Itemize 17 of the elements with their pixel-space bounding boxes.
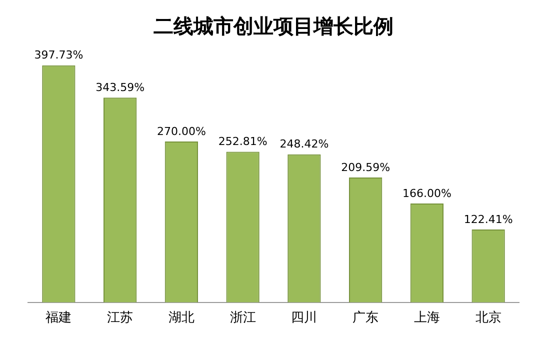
- data-label: 343.59%: [96, 80, 145, 94]
- data-label: 209.59%: [341, 160, 390, 174]
- x-tick-label: 江苏: [107, 310, 134, 326]
- x-tick-label: 湖北: [168, 310, 194, 326]
- data-label: 397.73%: [34, 48, 84, 62]
- x-tick-label: 上海: [414, 310, 440, 326]
- x-tick-label: 四川: [291, 310, 318, 326]
- data-label: 252.81%: [218, 135, 268, 148]
- chart-title: 二线城市创业项目增长比例: [154, 14, 394, 38]
- x-tick-label: 浙江: [230, 310, 256, 326]
- data-label: 166.00%: [402, 186, 452, 200]
- x-tick-label: 北京: [475, 310, 502, 326]
- data-label: 270.00%: [156, 124, 206, 138]
- data-label: 122.41%: [464, 212, 513, 226]
- x-tick-label: 福建: [46, 310, 72, 326]
- x-tick-label: 广东: [352, 310, 379, 326]
- data-label: 248.42%: [280, 138, 329, 151]
